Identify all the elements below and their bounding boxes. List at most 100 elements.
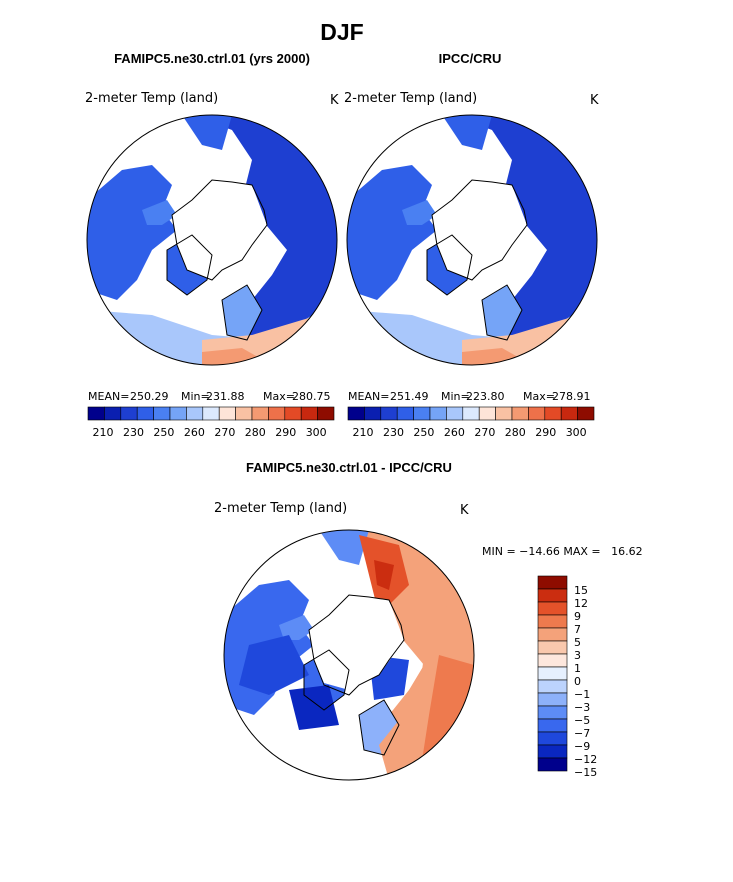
colorbar-swatch bbox=[537, 679, 568, 694]
min-value: 223.80 bbox=[466, 390, 505, 403]
colorbar-swatch bbox=[478, 406, 496, 421]
land-region bbox=[442, 115, 492, 150]
colorbar-tick-label: 280 bbox=[505, 426, 526, 439]
max-label: Max= bbox=[523, 390, 555, 403]
colorbar-tick-label: 260 bbox=[184, 426, 205, 439]
colorbar-swatch bbox=[537, 666, 568, 681]
units-label: K bbox=[330, 93, 339, 108]
stats-line: MEAN= 250.29 Min= 231.88 Max= 280.75 bbox=[88, 390, 331, 403]
land-region bbox=[279, 615, 314, 640]
colorbar-tick-label: 9 bbox=[574, 610, 581, 623]
colorbar-tick-label: 12 bbox=[574, 597, 588, 610]
land-region bbox=[142, 200, 177, 225]
map-fill bbox=[87, 115, 337, 365]
colorbar-swatch bbox=[284, 406, 302, 421]
mean-value: 250.29 bbox=[130, 390, 169, 403]
panel-obs: IPCC/CRU 2-meter Temp (land) K MEAN= 251… bbox=[344, 51, 599, 439]
units-label: K bbox=[460, 503, 469, 518]
colorbar-tick-label: 260 bbox=[444, 426, 465, 439]
land-region bbox=[87, 165, 177, 300]
colorbar-swatch bbox=[153, 406, 171, 421]
variable-label: 2-meter Temp (land) bbox=[85, 91, 218, 106]
colorbar-swatch bbox=[537, 588, 568, 603]
polar-map bbox=[86, 114, 338, 366]
panel-title: FAMIPC5.ne30.ctrl.01 - IPCC/CRU bbox=[246, 460, 452, 475]
colorbar-swatch bbox=[537, 640, 568, 655]
coastline bbox=[481, 284, 523, 341]
colorbar-swatch bbox=[317, 406, 335, 421]
variable-label: 2-meter Temp (land) bbox=[344, 91, 477, 106]
colorbar-swatch bbox=[396, 406, 414, 421]
land-region bbox=[239, 635, 309, 695]
max-value: 280.75 bbox=[292, 390, 331, 403]
colorbar-swatch bbox=[136, 406, 154, 421]
colorbar-swatch bbox=[120, 406, 138, 421]
colorbar-tick-label: 3 bbox=[574, 649, 581, 662]
land-region bbox=[289, 685, 339, 730]
polar-map bbox=[346, 114, 598, 366]
colorbar-swatch bbox=[186, 406, 204, 421]
colorbar-tick-label: 5 bbox=[574, 636, 581, 649]
coastline bbox=[303, 649, 350, 711]
land-region bbox=[402, 200, 437, 225]
colorbar-tick-label: 270 bbox=[214, 426, 235, 439]
colorbar-swatch bbox=[528, 406, 546, 421]
colorbar-swatch bbox=[511, 406, 529, 421]
map-fill bbox=[224, 530, 474, 780]
colorbar-tick-label: −9 bbox=[574, 740, 590, 753]
colorbar-swatch bbox=[537, 601, 568, 616]
max-value: 278.91 bbox=[552, 390, 591, 403]
colorbar-swatch bbox=[537, 744, 568, 759]
colorbar-tick-label: −3 bbox=[574, 701, 590, 714]
colorbar-swatch bbox=[364, 406, 382, 421]
colorbar-swatch bbox=[462, 406, 480, 421]
coastline bbox=[221, 284, 263, 341]
colorbar-swatch bbox=[268, 406, 286, 421]
colorbar-swatch bbox=[537, 575, 568, 590]
colorbar-tick-label: 280 bbox=[245, 426, 266, 439]
colorbar-swatch bbox=[537, 705, 568, 720]
colorbar-swatch bbox=[429, 406, 447, 421]
colorbar-swatch bbox=[202, 406, 220, 421]
colorbar-tick-label: 7 bbox=[574, 623, 581, 636]
coastline bbox=[426, 234, 473, 296]
colorbar-tick-label: 210 bbox=[353, 426, 374, 439]
colorbar-tick-label: −1 bbox=[574, 688, 590, 701]
colorbar: 210 230 250 260 270 280 290 300 bbox=[347, 406, 595, 439]
land-region bbox=[182, 115, 232, 150]
colorbar-tick-label: 270 bbox=[474, 426, 495, 439]
colorbar-swatch bbox=[413, 406, 431, 421]
mean-label: MEAN= bbox=[348, 390, 389, 403]
colorbar-tick-label: 300 bbox=[566, 426, 587, 439]
colorbar-swatch bbox=[380, 406, 398, 421]
panel-model: FAMIPC5.ne30.ctrl.01 (yrs 2000) 2-meter … bbox=[85, 51, 339, 439]
colorbar-swatch bbox=[300, 406, 318, 421]
min-value: 231.88 bbox=[206, 390, 245, 403]
coastline bbox=[166, 234, 213, 296]
min-label: Min= bbox=[181, 390, 210, 403]
colorbar-tick-label: 250 bbox=[153, 426, 174, 439]
colorbar-swatch bbox=[537, 692, 568, 707]
land-region bbox=[347, 165, 437, 300]
polar-map bbox=[223, 529, 475, 781]
colorbar-swatch bbox=[347, 406, 365, 421]
ocean-region bbox=[172, 180, 267, 280]
colorbar-tick-label: 250 bbox=[413, 426, 434, 439]
ocean-region bbox=[309, 595, 404, 690]
units-label: K bbox=[590, 93, 599, 108]
min-label: Min= bbox=[441, 390, 470, 403]
map-border bbox=[223, 529, 475, 781]
mean-label: MEAN= bbox=[88, 390, 129, 403]
colorbar-tick-label: −12 bbox=[574, 753, 597, 766]
colorbar-tick-label: −5 bbox=[574, 714, 590, 727]
colorbar: 210 230 250 260 270 280 290 300 bbox=[87, 406, 335, 439]
colorbar-tick-label: 1 bbox=[574, 662, 581, 675]
colorbar-swatch bbox=[537, 718, 568, 733]
colorbar-tick-label: 15 bbox=[574, 584, 588, 597]
colorbar-swatch bbox=[537, 757, 568, 772]
page-title: DJF bbox=[320, 19, 363, 45]
colorbar-tick-label: 290 bbox=[535, 426, 556, 439]
map-border bbox=[346, 114, 598, 366]
colorbar-tick-label: 300 bbox=[306, 426, 327, 439]
